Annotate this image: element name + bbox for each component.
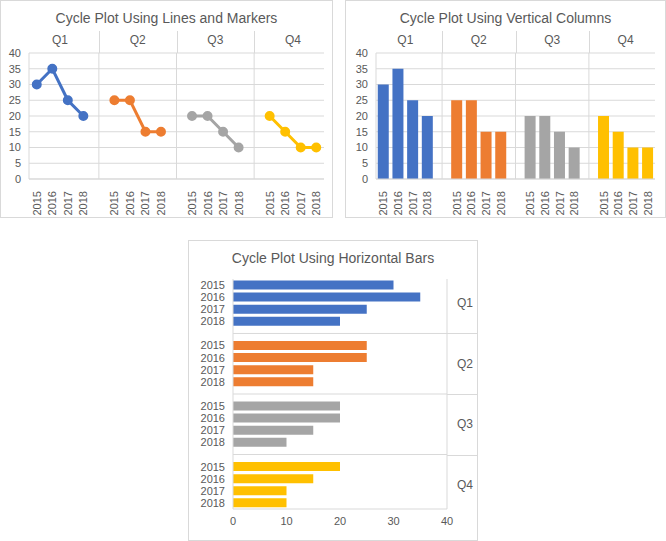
svg-text:2016: 2016: [124, 191, 136, 215]
svg-text:2015: 2015: [186, 191, 198, 215]
svg-text:2018: 2018: [642, 191, 654, 215]
svg-text:2017: 2017: [62, 191, 74, 215]
svg-text:2015: 2015: [201, 339, 225, 351]
svg-text:2017: 2017: [554, 191, 566, 215]
svg-text:2017: 2017: [480, 191, 492, 215]
svg-text:0: 0: [230, 515, 236, 527]
svg-text:2016: 2016: [201, 473, 225, 485]
svg-text:25: 25: [356, 94, 368, 106]
svg-text:2015: 2015: [31, 191, 43, 215]
svg-text:20: 20: [9, 110, 21, 122]
svg-text:2015: 2015: [377, 191, 389, 215]
svg-text:0: 0: [15, 173, 21, 185]
svg-text:2017: 2017: [201, 303, 225, 315]
svg-text:2016: 2016: [612, 191, 624, 215]
svg-text:2018: 2018: [310, 191, 322, 215]
svg-text:20: 20: [334, 515, 346, 527]
svg-text:2018: 2018: [201, 315, 225, 327]
svg-text:2015: 2015: [201, 461, 225, 473]
svg-text:2018: 2018: [495, 191, 507, 215]
html-text:Q3: Q3: [207, 33, 224, 47]
svg-text:5: 5: [362, 157, 368, 169]
svg-text:2017: 2017: [139, 191, 151, 215]
svg-text:2015: 2015: [451, 191, 463, 215]
html-text:Q3: Q3: [457, 417, 473, 432]
svg-text:10: 10: [356, 141, 368, 153]
html-text:Q2: Q2: [129, 33, 146, 47]
svg-text:2015: 2015: [598, 191, 610, 215]
svg-text:2015: 2015: [201, 400, 225, 412]
html-text:Q1: Q1: [457, 296, 473, 311]
svg-text:35: 35: [356, 63, 368, 75]
svg-text:15: 15: [9, 126, 21, 138]
svg-text:30: 30: [387, 515, 399, 527]
svg-text:2016: 2016: [465, 191, 477, 215]
svg-text:30: 30: [356, 78, 368, 90]
html-text:Q4: Q4: [617, 33, 634, 47]
html-text:Q4: Q4: [457, 477, 473, 492]
html-text:Q3: Q3: [544, 33, 561, 47]
html-text:Q1: Q1: [52, 33, 68, 47]
svg-text:2018: 2018: [201, 376, 225, 388]
html-text:Q2: Q2: [457, 356, 473, 371]
html-text:Cycle Plot Using Lines and Mar: Cycle Plot Using Lines and Markers: [55, 10, 278, 26]
svg-text:2016: 2016: [392, 191, 404, 215]
svg-text:0: 0: [362, 173, 368, 185]
svg-text:2018: 2018: [201, 497, 225, 509]
svg-text:20: 20: [356, 110, 368, 122]
svg-text:2017: 2017: [407, 191, 419, 215]
svg-text:2015: 2015: [108, 191, 120, 215]
svg-text:2017: 2017: [201, 485, 225, 497]
html-text:Cycle Plot Using Vertical Colu: Cycle Plot Using Vertical Columns: [399, 10, 612, 26]
svg-text:2017: 2017: [201, 424, 225, 436]
svg-text:2018: 2018: [421, 191, 433, 215]
svg-text:5: 5: [15, 157, 21, 169]
svg-text:2016: 2016: [539, 191, 551, 215]
svg-text:40: 40: [356, 47, 368, 59]
html-text:Q2: Q2: [470, 33, 487, 47]
svg-text:2018: 2018: [201, 436, 225, 448]
svg-text:40: 40: [441, 515, 453, 527]
svg-text:10: 10: [280, 515, 292, 527]
html-text:Cycle Plot Using Horizontal Ba: Cycle Plot Using Horizontal Bars: [231, 250, 435, 266]
svg-text:2018: 2018: [233, 191, 245, 215]
svg-text:2016: 2016: [201, 352, 225, 364]
svg-text:2017: 2017: [201, 364, 225, 376]
svg-text:2016: 2016: [201, 291, 225, 303]
svg-text:2016: 2016: [201, 412, 225, 424]
svg-text:2018: 2018: [155, 191, 167, 215]
svg-text:2016: 2016: [202, 191, 214, 215]
svg-text:30: 30: [9, 78, 21, 90]
svg-text:2016: 2016: [279, 191, 291, 215]
svg-text:2018: 2018: [77, 191, 89, 215]
svg-text:2018: 2018: [568, 191, 580, 215]
svg-text:2017: 2017: [295, 191, 307, 215]
svg-text:2016: 2016: [46, 191, 58, 215]
svg-text:35: 35: [9, 63, 21, 75]
svg-text:2017: 2017: [627, 191, 639, 215]
svg-text:2015: 2015: [264, 191, 276, 215]
svg-text:2017: 2017: [217, 191, 229, 215]
svg-text:2015: 2015: [201, 279, 225, 291]
html-text:Q4: Q4: [284, 33, 301, 47]
svg-text:25: 25: [9, 94, 21, 106]
svg-text:2015: 2015: [524, 191, 536, 215]
svg-text:15: 15: [356, 126, 368, 138]
svg-text:10: 10: [9, 141, 21, 153]
svg-text:40: 40: [9, 47, 21, 59]
html-text:Q1: Q1: [397, 33, 414, 47]
